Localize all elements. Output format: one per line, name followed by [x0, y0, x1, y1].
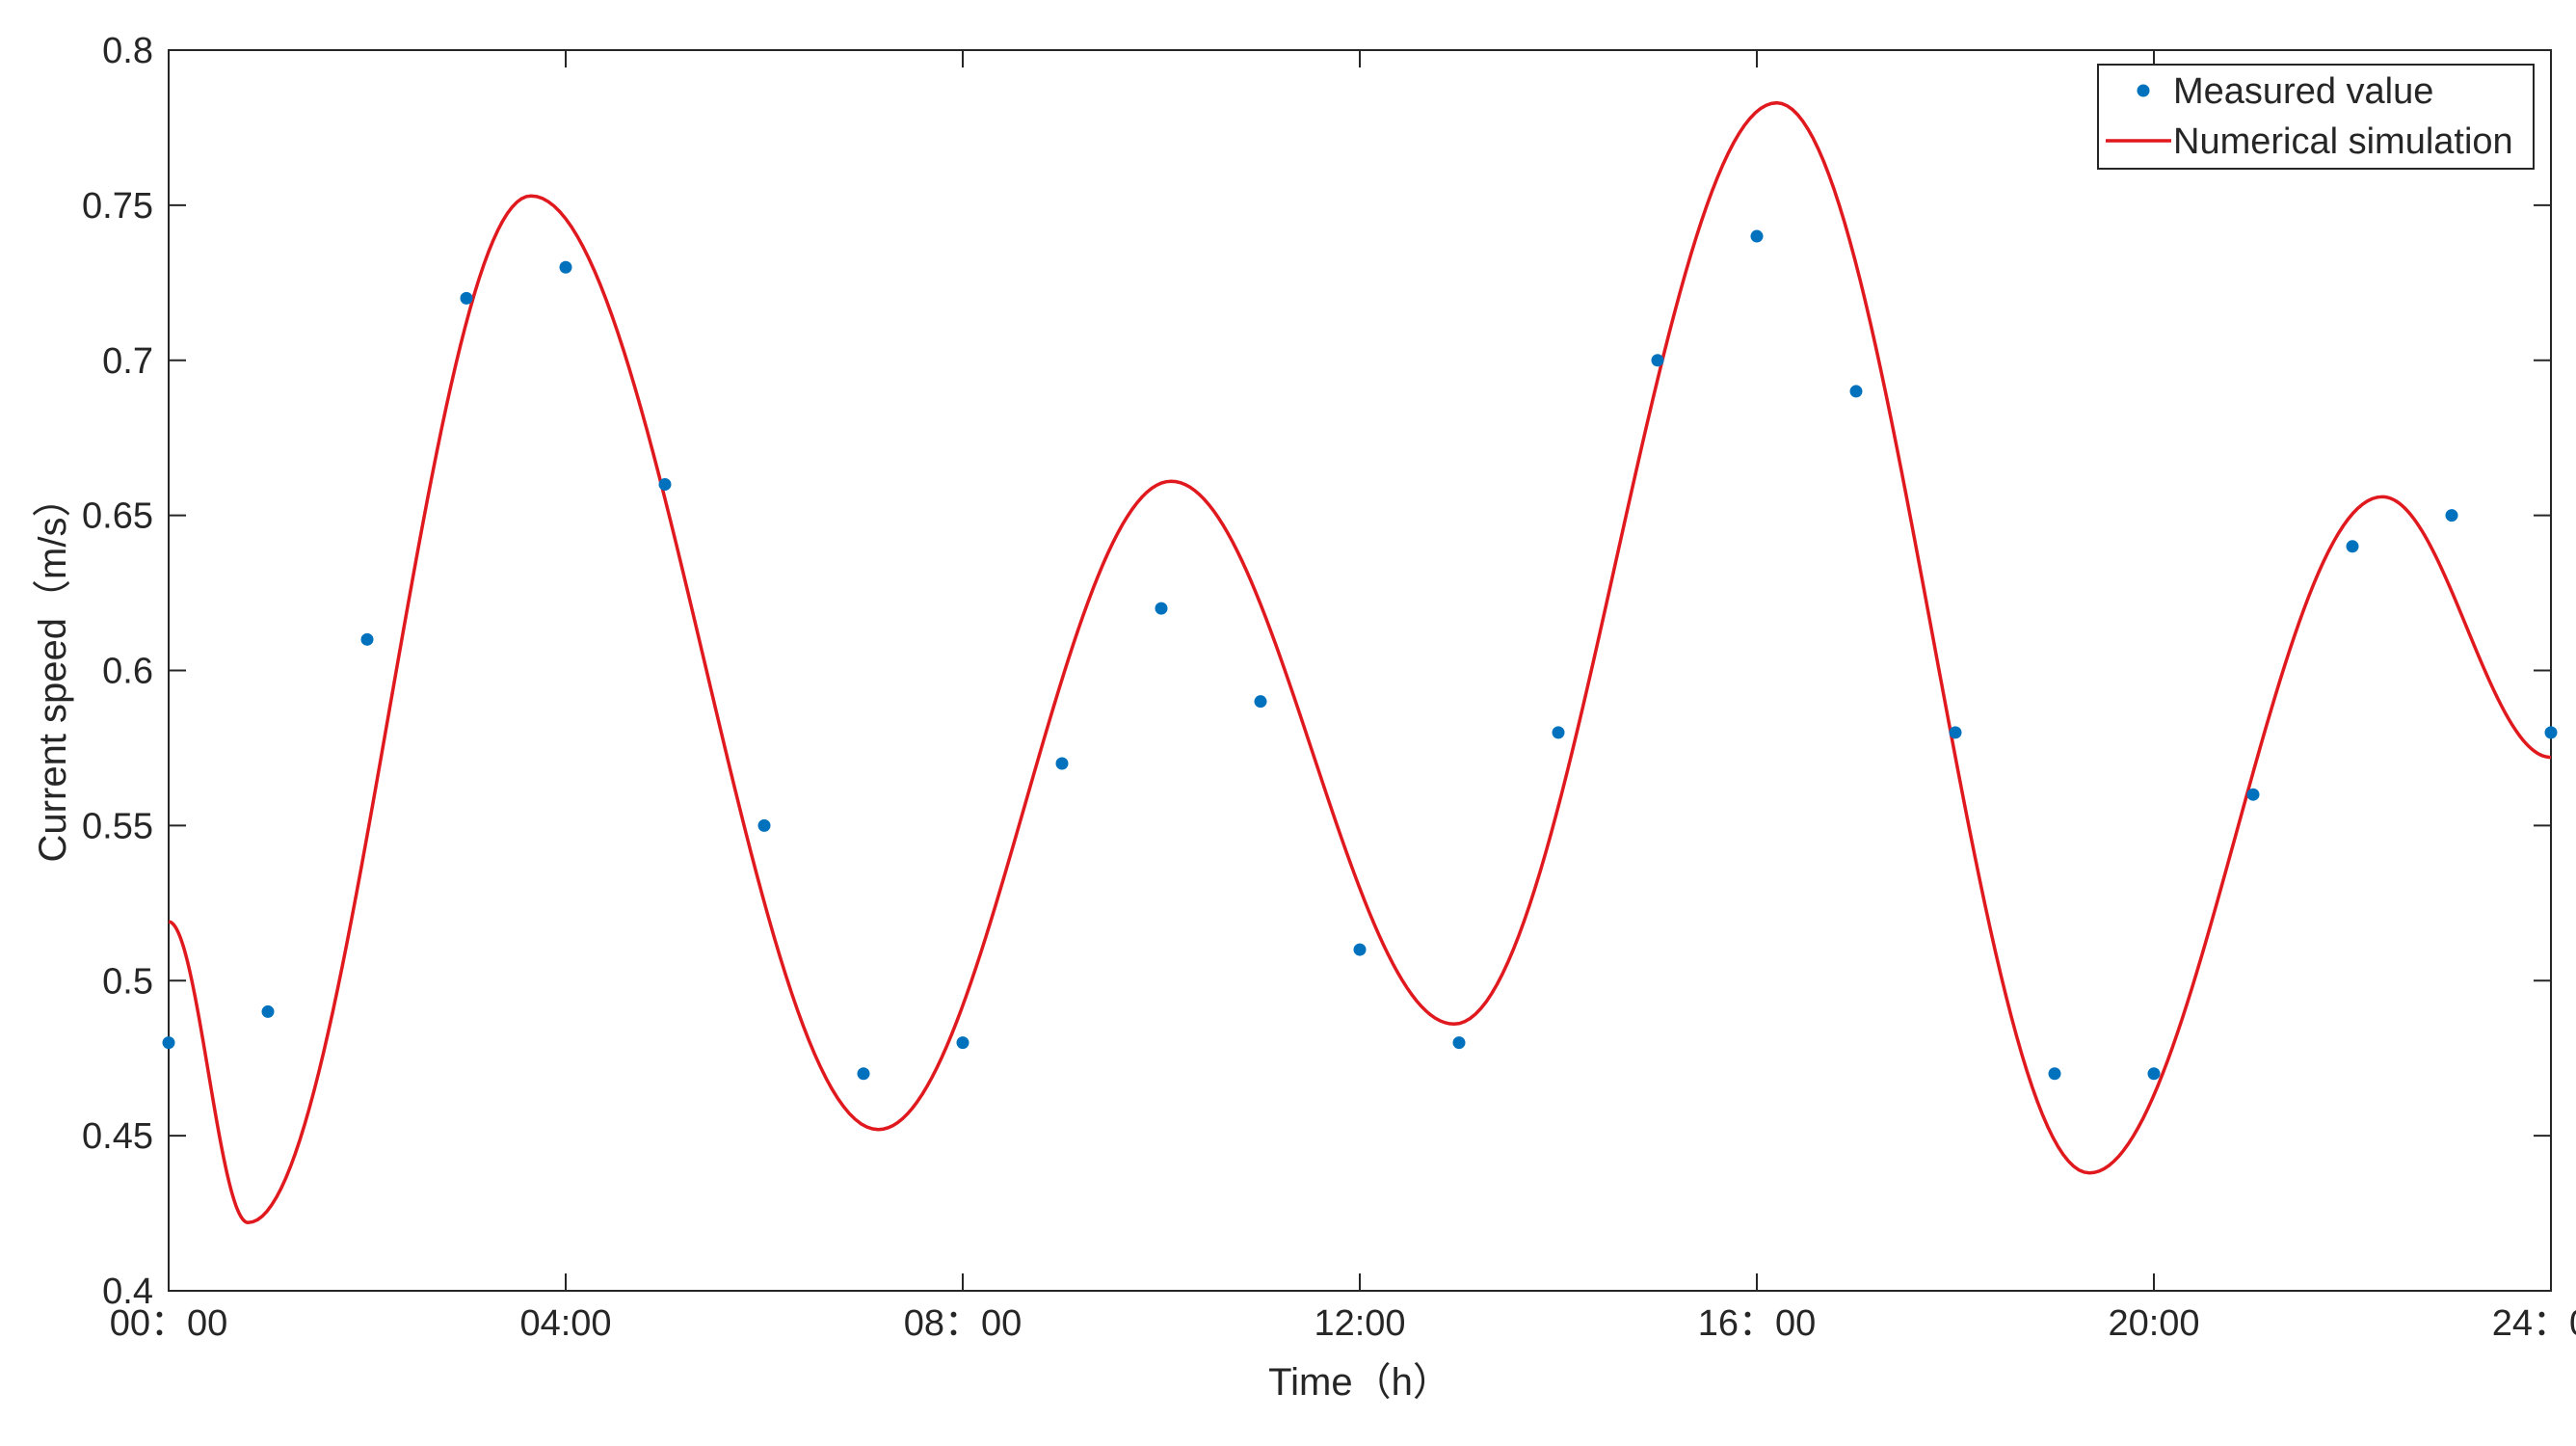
y-tick-label: 0.5	[102, 961, 153, 1002]
y-tick-label: 0.7	[102, 341, 153, 382]
x-tick-label: 20:00	[2108, 1303, 2199, 1344]
measured-point	[2048, 1067, 2061, 1081]
measured-point	[658, 477, 672, 491]
measured-point	[956, 1036, 969, 1050]
x-tick-label: 24：00	[2492, 1303, 2576, 1344]
measured-point	[1155, 602, 1168, 615]
measured-point	[2246, 788, 2260, 801]
x-axis-label: Time（h）	[1268, 1361, 1451, 1404]
y-tick-label: 0.45	[82, 1116, 153, 1157]
y-tick-label: 0.55	[82, 806, 153, 846]
measured-point	[1055, 757, 1069, 770]
legend-label-simulation: Numerical simulation	[2173, 121, 2513, 162]
legend-box	[2097, 64, 2535, 170]
measured-point	[1949, 726, 1962, 739]
axes: 00：00 04:00 08：00 12:00 16：00 20:00 24：00 0.4 0.…	[32, 31, 2576, 1404]
measured-point	[2346, 540, 2359, 553]
y-axis-label: Current speed（m/s）	[32, 479, 74, 863]
measured-point	[857, 1067, 870, 1081]
x-tick-label: 04:00	[519, 1303, 611, 1344]
simulation-line	[168, 100, 2552, 1224]
y-tick-label: 0.75	[82, 186, 153, 227]
measured-point	[2445, 509, 2458, 522]
measured-point	[1651, 354, 1664, 367]
measured-point	[1452, 1036, 1466, 1050]
measured-point	[2147, 1067, 2161, 1081]
measured-points-layer	[162, 229, 2558, 1081]
y-tick-label: 0.4	[102, 1272, 153, 1312]
measured-point	[261, 1004, 275, 1018]
measured-point	[757, 818, 771, 832]
measured-point	[1750, 229, 1764, 243]
measured-point	[1552, 726, 1565, 739]
x-tick-label: 12:00	[1314, 1303, 1405, 1344]
legend: Measured value Numerical simulation	[2097, 64, 2535, 170]
measured-point	[559, 260, 572, 274]
measured-point	[1254, 695, 1267, 709]
measured-point	[2544, 726, 2558, 739]
x-tick-label: 08：00	[904, 1303, 1022, 1344]
y-tick-label: 0.65	[82, 496, 153, 537]
legend-label-measured: Measured value	[2173, 71, 2433, 112]
y-tick-label: 0.6	[102, 652, 153, 692]
x-tick-label: 16：00	[1698, 1303, 1817, 1344]
y-tick-label: 0.8	[102, 31, 153, 71]
measured-point	[1353, 943, 1367, 956]
measured-point	[162, 1036, 175, 1050]
x-tick-label: 00：00	[110, 1303, 228, 1344]
measured-point	[460, 291, 473, 305]
legend-marker-measured	[2137, 84, 2150, 97]
measured-point	[360, 632, 374, 646]
simulation-line-layer	[168, 100, 2552, 1224]
measured-point	[1849, 385, 1863, 398]
